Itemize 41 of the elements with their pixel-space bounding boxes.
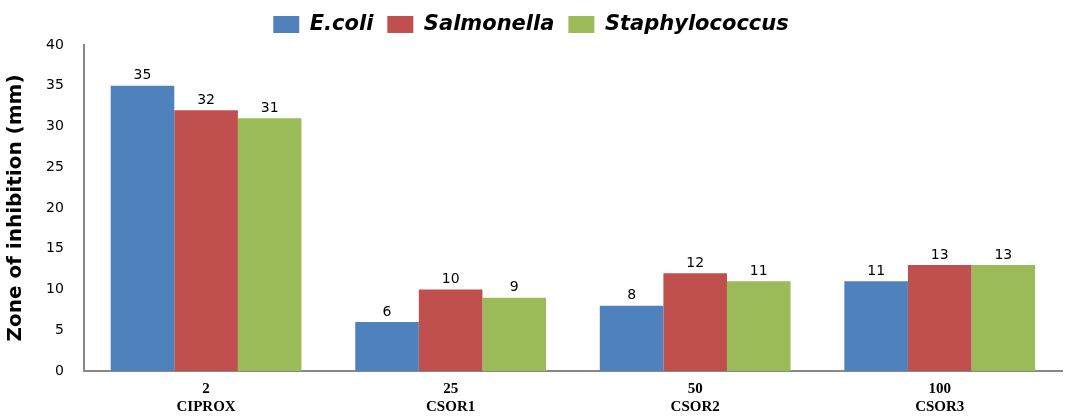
bar	[237, 118, 302, 371]
legend-label: E.coli	[309, 10, 375, 35]
x-tick-label: 2 CIPROX	[176, 379, 236, 414]
data-label: 35	[133, 66, 152, 83]
bar	[844, 281, 908, 371]
bar	[110, 85, 175, 371]
y-tick-label: 40	[45, 35, 64, 52]
y-tick-label: 20	[45, 198, 64, 215]
data-label: 10	[441, 270, 460, 287]
bar	[418, 289, 483, 371]
y-tick-label: 35	[45, 76, 64, 93]
x-tick-label: 50 CSOR2	[670, 379, 720, 414]
bar	[355, 322, 419, 371]
y-axis-title: Zone of inhibition (mm)	[2, 74, 27, 342]
y-tick-label: 15	[45, 239, 64, 256]
legend-label: Staphylococcus	[604, 10, 789, 35]
bar	[599, 305, 664, 371]
bar	[726, 281, 791, 371]
data-label: 13	[930, 245, 949, 262]
data-label: 31	[260, 98, 279, 115]
y-tick-label: 30	[45, 117, 64, 134]
bar	[907, 265, 972, 371]
x-tick-label: 100 CSOR3	[915, 379, 965, 414]
x-tick-label: 25 CSOR1	[426, 379, 476, 414]
data-label: 6	[382, 302, 392, 319]
y-tick-label: 5	[54, 320, 64, 337]
bar	[482, 297, 547, 371]
y-tick-label: 0	[54, 361, 64, 378]
data-label: 8	[627, 286, 637, 303]
data-label: 11	[867, 261, 886, 278]
data-label: 9	[509, 278, 519, 295]
y-tick-label: 10	[45, 280, 64, 297]
data-label: 13	[994, 245, 1013, 262]
data-label: 11	[749, 261, 768, 278]
bar	[971, 265, 1036, 371]
bar	[174, 110, 238, 371]
y-tick-label: 25	[45, 157, 64, 174]
bar	[663, 273, 727, 371]
data-label: 32	[197, 90, 215, 107]
data-label: 12	[686, 253, 705, 270]
legend-label: Salmonella	[423, 10, 555, 35]
